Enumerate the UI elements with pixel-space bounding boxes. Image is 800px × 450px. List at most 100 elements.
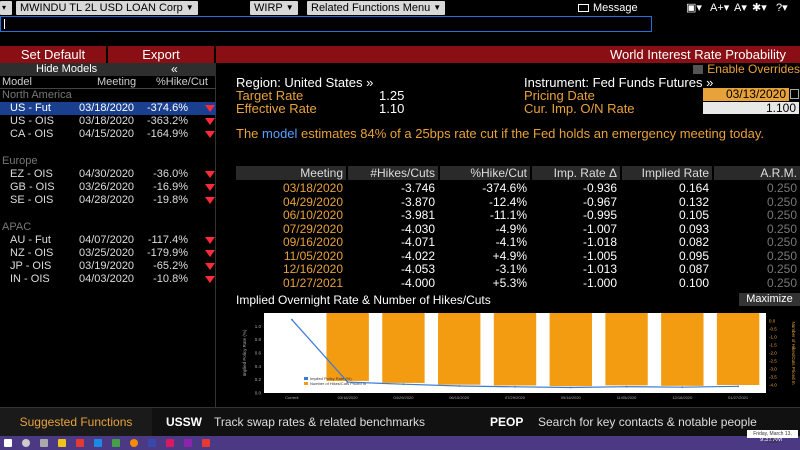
model-name: US - OIS xyxy=(10,115,55,127)
chart-svg: 1.0 0.8 0.6 0.4 0.2 0.0 0.0 -0.5 -1.0 -1.5 -2.0 -2.… xyxy=(242,313,796,400)
page-title: World Interest Rate Probability xyxy=(216,46,800,63)
gear-icon[interactable]: ✱▾ xyxy=(752,2,767,14)
model-pct: -65.2% xyxy=(153,260,188,272)
clock-time: 9:31 AM xyxy=(760,437,782,443)
command-line-input[interactable] xyxy=(0,16,652,32)
model-row-au-fut[interactable]: AU - Fut 04/07/2020 -117.4% xyxy=(0,234,216,247)
font-size-icon[interactable]: A+▾ xyxy=(710,2,730,14)
ussw-function-link[interactable]: USSW xyxy=(166,415,202,429)
security-label: MWINDU TL 2L USD LOAN Corp xyxy=(20,2,183,14)
row-imp-rate-delta: -1.013 xyxy=(582,262,617,276)
region-selector[interactable]: Region: United States » xyxy=(236,75,374,90)
table-row[interactable]: 12/16/2020 -4.053 -3.1% -1.013 0.087 0.250 xyxy=(236,263,800,276)
table-row[interactable]: 09/16/2020 -4.071 -4.1% -1.018 0.082 0.250 xyxy=(236,236,800,249)
hide-models-button[interactable]: Hide Models « xyxy=(0,63,216,76)
export-button[interactable]: Export xyxy=(108,46,214,63)
model-row-us-fut[interactable]: US - Fut 03/18/2020 -374.6% xyxy=(0,102,216,115)
enable-overrides-checkbox[interactable]: Enable Overrides xyxy=(693,63,800,76)
implied-rate-point xyxy=(402,383,405,386)
collapse-chevron-icon[interactable]: « xyxy=(171,62,178,76)
table-row[interactable]: 06/10/2020 -3.981 -11.1% -0.995 0.105 0.250 xyxy=(236,209,800,222)
word-icon[interactable] xyxy=(148,439,156,447)
table-row[interactable]: 11/05/2020 -4.022 +4.9% -1.005 0.095 0.250 xyxy=(236,248,800,263)
down-triangle-icon xyxy=(205,237,215,244)
y2-tick-label: -4.0 xyxy=(769,383,777,388)
down-triangle-icon xyxy=(205,197,215,204)
set-default-button[interactable]: Set Default xyxy=(0,46,106,63)
implied-rate-point xyxy=(737,385,740,388)
related-functions-dropdown[interactable]: Related Functions Menu ▼ xyxy=(307,1,446,15)
security-dropdown[interactable]: MWINDU TL 2L USD LOAN Corp ▼ xyxy=(16,1,198,15)
model-link[interactable]: model xyxy=(262,126,298,141)
model-row-us-ois[interactable]: US - OIS 03/18/2020 -363.2% xyxy=(0,115,216,128)
cur-imp-rate-input[interactable]: 1.100 xyxy=(703,102,799,114)
model-row-jp-ois[interactable]: JP - OIS 03/19/2020 -65.2% xyxy=(0,260,216,273)
search-icon[interactable] xyxy=(22,439,30,447)
row-hikes-cuts: -4.071 xyxy=(400,235,435,249)
col-hike-header: %Hike/Cut xyxy=(156,76,208,88)
down-triangle-icon xyxy=(205,250,215,257)
layout-icon[interactable]: ▣▾ xyxy=(686,2,702,14)
target-rate-value: 1.25 xyxy=(379,88,405,103)
app-icon[interactable] xyxy=(76,439,84,447)
x-tick-label: 07/29/2020 xyxy=(505,395,526,400)
table-row[interactable]: 04/29/2020 -3.870 -12.4% -0.967 0.132 0.250 xyxy=(236,194,800,209)
bloomberg-icon[interactable] xyxy=(202,439,210,447)
peop-description[interactable]: Search for key contacts & notable people xyxy=(538,415,757,429)
ussw-description[interactable]: Track swap rates & related benchmarks xyxy=(214,415,425,429)
clock[interactable]: 9:31 AM xyxy=(760,437,782,443)
model-row-in-ois[interactable]: IN - OIS 04/03/2020 -10.8% xyxy=(0,273,216,286)
maximize-button[interactable]: Maximize xyxy=(739,293,800,306)
model-row-se-ois[interactable]: SE - OIS 04/28/2020 -19.8% xyxy=(0,194,216,207)
app-icon[interactable] xyxy=(166,439,174,447)
hikes-cuts-bar xyxy=(326,313,369,381)
col-model-header: Model xyxy=(2,76,32,88)
peop-function-link[interactable]: PEOP xyxy=(490,415,524,429)
date-tooltip: Friday, March 13, 2020 xyxy=(747,430,798,445)
models-header: Model Meeting %Hike/Cut xyxy=(0,76,216,89)
row-meeting: 11/05/2020 xyxy=(283,248,343,263)
function-dropdown[interactable]: WIRP ▼ xyxy=(250,1,298,15)
task-view-icon[interactable] xyxy=(40,439,48,447)
table-row[interactable]: 01/27/2021 -4.000 +5.3% -1.000 0.100 0.250 xyxy=(236,275,800,290)
model-meeting: 03/25/2020 xyxy=(79,247,135,259)
calendar-icon[interactable] xyxy=(790,89,799,99)
browser-icon[interactable] xyxy=(130,439,138,447)
model-pct: -36.0% xyxy=(153,168,188,180)
windows-start-icon[interactable] xyxy=(4,439,12,447)
model-pct: -19.8% xyxy=(153,194,188,206)
table-row[interactable]: 03/18/2020 -3.746 -374.6% -0.936 0.164 0.250 xyxy=(236,182,800,195)
help-icon[interactable]: ?▾ xyxy=(776,2,788,14)
outlook-icon[interactable] xyxy=(94,439,102,447)
row-pct-hike-cut: -11.1% xyxy=(489,208,527,222)
app-icon[interactable] xyxy=(184,439,192,447)
model-meeting: 04/15/2020 xyxy=(79,128,135,140)
row-pct-hike-cut: -3.1% xyxy=(495,262,527,276)
menu-arrow-button[interactable]: ▾ xyxy=(0,1,12,15)
model-meeting: 04/07/2020 xyxy=(79,234,135,246)
implied-rate-point xyxy=(346,381,349,383)
model-name: JP - OIS xyxy=(10,260,52,272)
region-apac: APAC xyxy=(2,221,32,233)
target-rate-label: Target Rate xyxy=(236,88,304,103)
models-panel: Hide Models « Model Meeting %Hike/Cut No… xyxy=(0,63,216,407)
row-arm: 0.250 xyxy=(766,275,797,290)
model-row-gb-ois[interactable]: GB - OIS 03/26/2020 -16.9% xyxy=(0,181,216,194)
model-row-ca-ois[interactable]: CA - OIS 04/15/2020 -164.9% xyxy=(0,128,216,141)
function-label: WIRP xyxy=(254,2,283,14)
text-icon[interactable]: A▾ xyxy=(734,2,747,14)
model-pct: -179.9% xyxy=(147,247,188,259)
instrument-selector[interactable]: Instrument: Fed Funds Futures » xyxy=(524,75,714,90)
model-row-nz-ois[interactable]: NZ - OIS 03/25/2020 -179.9% xyxy=(0,247,216,260)
table-row[interactable]: 07/29/2020 -4.030 -4.9% -1.007 0.093 0.250 xyxy=(236,221,800,236)
row-pct-hike-cut: -12.4% xyxy=(488,194,527,209)
file-explorer-icon[interactable] xyxy=(58,439,66,447)
excel-icon[interactable] xyxy=(112,439,120,447)
model-meeting: 04/30/2020 xyxy=(79,168,135,180)
message-button[interactable]: Message xyxy=(578,1,638,15)
row-imp-rate-delta: -1.000 xyxy=(582,275,617,290)
pricing-date-input[interactable]: 03/13/2020 xyxy=(703,88,789,101)
model-row-ez-ois[interactable]: EZ - OIS 04/30/2020 -36.0% xyxy=(0,168,216,181)
row-implied-rate: 0.087 xyxy=(678,262,709,276)
row-arm: 0.250 xyxy=(766,221,797,236)
